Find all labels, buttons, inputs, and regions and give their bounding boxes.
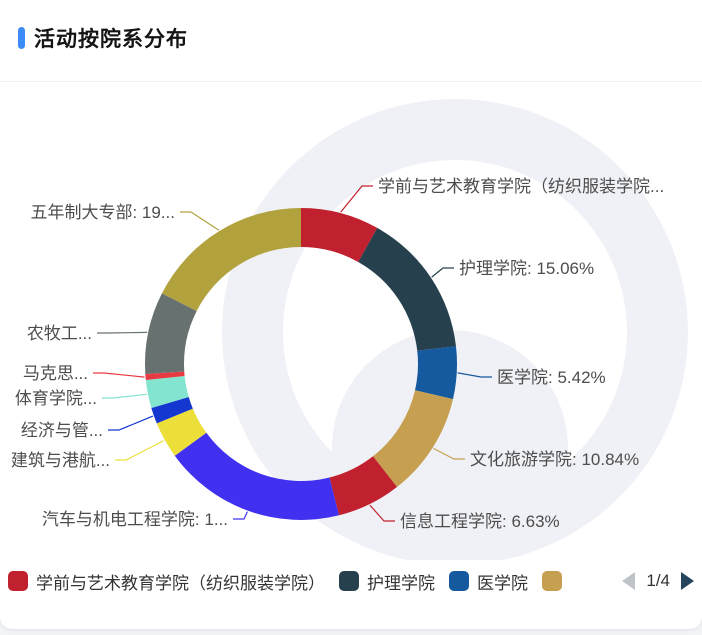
- pie-slice-5[interactable]: [174, 432, 340, 520]
- pie-callout-line-3: [433, 447, 465, 460]
- title-accent-bar: [18, 27, 25, 49]
- pie-slice-6[interactable]: [156, 408, 207, 456]
- legend-pager-prev-icon[interactable]: [622, 572, 636, 590]
- legend-item-3[interactable]: [542, 571, 562, 591]
- pie-callout-labels: 学前与艺术教育学院（纺织服装学院... 护理学院: 15.06% 医学院: 5.42…: [11, 177, 664, 531]
- pie-label-10: 农牧工...: [27, 324, 92, 343]
- pie-label-0: 学前与艺术教育学院（纺织服装学院...: [378, 177, 664, 196]
- donut-chart: 学前与艺术教育学院（纺织服装学院... 护理学院: 15.06% 医学院: 5.42…: [11, 99, 688, 560]
- chart-title: 活动按院系分布: [34, 28, 188, 51]
- legend-item-1[interactable]: 护理学院: [339, 569, 435, 594]
- pie-label-6: 建筑与港航...: [11, 451, 110, 470]
- legend-swatch-icon: [339, 571, 359, 591]
- legend-swatch-icon: [542, 571, 562, 591]
- pie-callout-line-2: [457, 372, 492, 378]
- pie-slice-11[interactable]: [161, 208, 301, 312]
- pie-callout-line-8: [102, 393, 147, 399]
- legend-swatch-icon: [449, 571, 469, 591]
- pie-callout-line-6: [115, 440, 165, 461]
- pie-slice-2[interactable]: [415, 346, 457, 400]
- pie-callout-line-10: [97, 331, 148, 334]
- pie-slice-3[interactable]: [373, 390, 453, 487]
- pie-label-4: 信息工程学院: 6.63%: [400, 512, 560, 531]
- legend-item-2[interactable]: 医学院: [449, 569, 528, 594]
- pie-slice-9[interactable]: [145, 371, 185, 380]
- pie-slice-0[interactable]: [301, 208, 378, 262]
- pie-slice-7[interactable]: [151, 396, 193, 424]
- legend-items: 学前与艺术教育学院（纺织服装学院） 护理学院 医学院: [8, 569, 576, 594]
- pie-callout-lines: [93, 185, 492, 522]
- pie-label-11: 五年制大专部: 19...: [30, 203, 175, 222]
- pie-callout-line-4: [369, 504, 395, 522]
- pie-label-5: 汽车与机电工程学院: 1...: [42, 510, 228, 529]
- legend-pager: 1/4: [622, 571, 696, 591]
- pie-callout-line-0: [340, 185, 373, 213]
- pie-callout-line-1: [431, 267, 454, 278]
- pie-label-2: 医学院: 5.42%: [497, 368, 606, 387]
- legend-swatch-icon: [8, 571, 28, 591]
- legend-item-label: 医学院: [477, 573, 528, 593]
- pie-callout-line-11: [180, 211, 220, 231]
- pie-callout-line-5: [233, 511, 248, 520]
- pie-label-1: 护理学院: 15.06%: [459, 259, 594, 278]
- legend-pager-text: 1/4: [646, 571, 670, 590]
- pie-label-3: 文化旅游学院: 10.84%: [470, 450, 639, 469]
- header-divider: [0, 81, 702, 82]
- pie-label-8: 体育学院...: [15, 389, 97, 408]
- pie-slice-10[interactable]: [144, 293, 197, 374]
- legend-item-label: 护理学院: [367, 573, 435, 593]
- pie-label-9: 马克思...: [23, 364, 88, 383]
- pie-slice-4[interactable]: [329, 456, 397, 516]
- pie-callout-line-9: [93, 372, 145, 378]
- legend-pager-next-icon[interactable]: [681, 572, 694, 590]
- pie-callout-line-7: [108, 415, 154, 431]
- chart-header: 活动按院系分布: [18, 25, 188, 51]
- pie-slice-1[interactable]: [358, 227, 456, 351]
- chart-legend: 学前与艺术教育学院（纺织服装学院） 护理学院 医学院 1/4: [8, 563, 696, 599]
- legend-item-0[interactable]: 学前与艺术教育学院（纺织服装学院）: [8, 569, 325, 594]
- pie-label-7: 经济与管...: [21, 421, 103, 440]
- pie-slices: [144, 208, 457, 520]
- pie-slice-8[interactable]: [145, 375, 189, 408]
- legend-item-label: 学前与艺术教育学院（纺织服装学院）: [36, 573, 325, 593]
